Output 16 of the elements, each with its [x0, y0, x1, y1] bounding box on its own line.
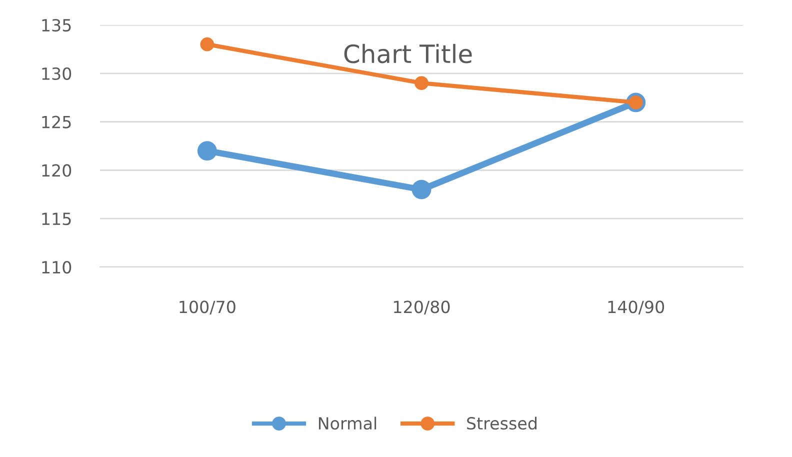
y-tick-label: 125 — [42, 116, 71, 128]
point — [197, 141, 217, 161]
x-tick-label: 140/90 — [608, 300, 664, 315]
x-tick-label: 120/80 — [394, 300, 450, 315]
text: Chart Title — [344, 44, 472, 64]
legend-label: Stressed — [467, 416, 536, 430]
point — [414, 76, 428, 90]
y-tick-label: 115 — [42, 212, 71, 226]
y-tick-label: 110 — [42, 260, 72, 274]
y-tick-label: 135 — [42, 18, 71, 32]
point — [412, 180, 432, 200]
y-tick-label: 120 — [42, 164, 72, 177]
x-tick-label: 100/70 — [180, 300, 236, 315]
legend-label: Normal — [318, 416, 376, 430]
y-tick-label: 130 — [42, 67, 72, 80]
point — [200, 37, 214, 52]
